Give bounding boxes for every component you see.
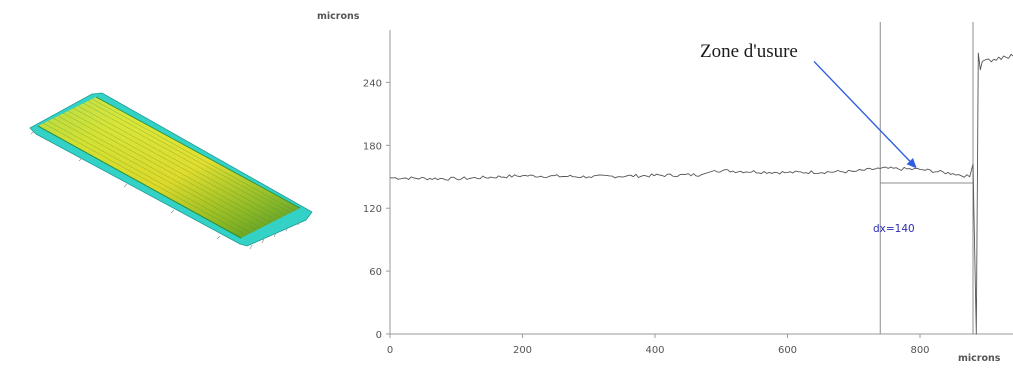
x-tick-label: 800 (910, 345, 929, 356)
y-tick-label: 120 (363, 204, 382, 215)
dx-label: dx=140 (873, 223, 915, 235)
x-axis-ticks: 0 200 400 600 800 (387, 334, 930, 356)
y-axis-label: microns (317, 11, 360, 22)
x-tick-label: 200 (513, 345, 532, 356)
surface-axis-ticks (30, 130, 301, 250)
y-tick-label: 240 (363, 78, 382, 89)
x-axis-label: microns (958, 353, 1001, 364)
x-tick-label: 0 (387, 345, 393, 356)
y-tick-label: 0 (376, 330, 382, 341)
surface-mesh (42, 98, 296, 236)
y-tick-label: 180 (363, 141, 382, 152)
profile-chart: 0 60 120 180 240 0 200 400 600 800 microns micro… (317, 11, 1013, 364)
y-tick-label: 60 (369, 267, 382, 278)
profile-line (389, 52, 1013, 335)
annotation-arrowhead (906, 158, 917, 169)
x-tick-label: 600 (778, 345, 797, 356)
zone-label: Zone d'usure (700, 41, 798, 62)
annotation-arrow (813, 60, 911, 162)
x-tick-label: 400 (645, 345, 664, 356)
surface-3d-view (29, 92, 313, 250)
y-axis-ticks: 0 60 120 180 240 (363, 78, 390, 341)
